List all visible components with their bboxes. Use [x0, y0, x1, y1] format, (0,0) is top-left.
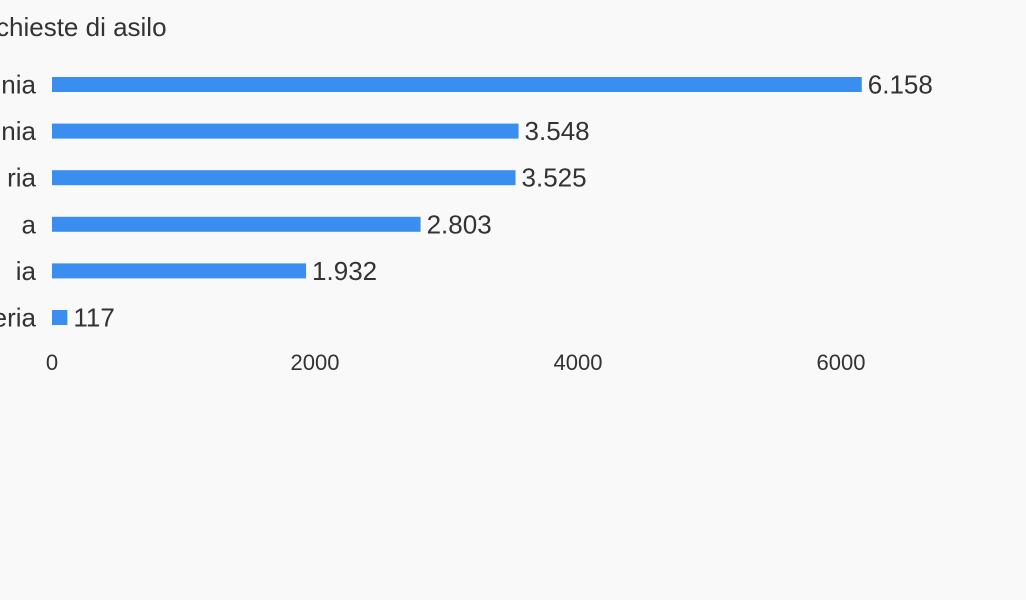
x-tick-label: 4000 [554, 350, 603, 375]
bar [52, 77, 862, 92]
x-tick-label: 6000 [817, 350, 866, 375]
bar [52, 170, 516, 186]
category-label: ia [16, 256, 37, 286]
value-label: 117 [73, 303, 114, 333]
x-axis: 0 2000 4000 6000 [46, 350, 866, 375]
bar [52, 263, 307, 279]
category-label: nia [1, 116, 36, 146]
bar [52, 123, 519, 139]
bars-layer: nia 6.158 nia 3.548 ria 3.525 a 2.803 ia 1.932 eri… [0, 70, 933, 333]
value-label: 3.548 [525, 116, 590, 146]
category-label: ria [7, 163, 36, 193]
category-label: nia [1, 70, 36, 100]
category-label: eria [0, 303, 37, 333]
value-label: 2.803 [427, 209, 492, 239]
x-tick-label: 2000 [291, 350, 340, 375]
chart-title: chieste di asilo [0, 12, 167, 42]
x-tick-label: 0 [46, 350, 58, 375]
category-label: a [22, 209, 37, 239]
value-label: 6.158 [868, 70, 933, 100]
value-label: 1.932 [312, 256, 377, 286]
value-label: 3.525 [522, 163, 587, 193]
bar [52, 310, 68, 325]
bar [52, 216, 421, 232]
